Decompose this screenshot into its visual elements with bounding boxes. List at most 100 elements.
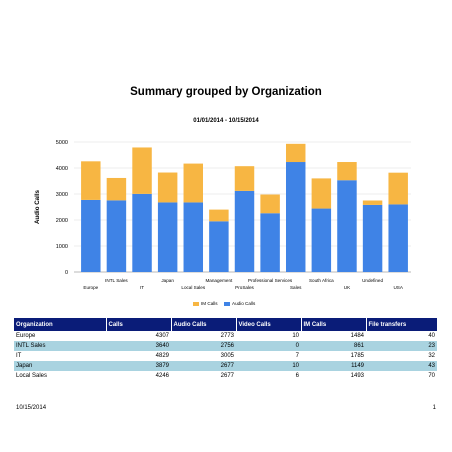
bar-audio-calls	[157, 202, 178, 272]
cell-organization: Europe	[16, 333, 36, 339]
column-header-calls[interactable]: Calls	[106, 318, 172, 331]
report-title: Summary grouped by Organization	[130, 86, 322, 98]
legend-item-audio-calls: Audio Calls	[224, 301, 255, 306]
table-row: Local Sales 4246 2677 6 1493 70	[14, 371, 437, 381]
table-row: INTL Sales 3640 2756 0 861 23	[14, 341, 437, 351]
bar-audio-calls	[106, 200, 127, 272]
bar-im-calls	[234, 166, 255, 191]
y-tick-label: 3000	[56, 192, 68, 198]
cell-audio-calls: 2677	[220, 373, 234, 379]
cell-calls: 3879	[106, 361, 171, 371]
x-tick-label: Sales	[290, 285, 302, 290]
y-tick-label: 1000	[56, 244, 68, 250]
bar-im-calls	[337, 162, 357, 181]
x-tick-label: Local Sales	[181, 285, 205, 290]
x-tick-label: Professional Services	[248, 278, 293, 283]
y-tick-label: 2000	[56, 218, 68, 224]
cell-file-transfers: 23	[366, 341, 437, 351]
cell-im-calls: 1484	[350, 333, 364, 339]
cell-audio-calls: 2756	[171, 341, 236, 351]
bar-audio-calls	[388, 204, 408, 272]
y-axis-label: Audio Calls	[34, 189, 41, 224]
x-tick-label: Japan	[161, 278, 174, 283]
column-header-im-calls[interactable]: IM Calls	[301, 318, 367, 331]
bar-audio-calls	[362, 204, 383, 272]
cell-video-calls: 10	[236, 361, 301, 371]
bar-audio-calls	[234, 190, 255, 272]
bar-im-calls	[260, 194, 280, 214]
bar-audio-calls	[260, 213, 280, 272]
cell-calls: 4829	[155, 353, 169, 359]
cell-video-calls: 0	[236, 341, 301, 351]
cell-audio-calls: 3005	[220, 353, 234, 359]
page-number: 1	[432, 405, 436, 411]
bar-im-calls	[183, 163, 204, 203]
cell-file-transfers: 40	[428, 333, 435, 339]
stacked-bar-chart: 0 1000 2000 3000 4000 5000 Audio Calls Europe IN…	[34, 140, 411, 290]
cell-audio-calls: 2773	[220, 333, 234, 339]
cell-organization: Japan	[14, 361, 106, 371]
cell-im-calls: 1785	[350, 353, 364, 359]
bar-im-calls	[285, 143, 306, 163]
cell-organization: INTL Sales	[14, 341, 106, 351]
x-tick-label: Undefined	[362, 278, 383, 283]
x-tick-label: Management	[205, 278, 233, 283]
column-header-file-transfers[interactable]: File transfers	[366, 318, 438, 331]
cell-video-calls: 10	[292, 333, 299, 339]
cell-im-calls: 1149	[301, 361, 366, 371]
cell-calls: 4246	[155, 373, 169, 379]
cell-file-transfers: 43	[366, 361, 437, 371]
table-row: Europe 4307 2773 10 1484 40	[14, 331, 437, 341]
bar-im-calls	[106, 177, 127, 201]
bar-im-calls	[311, 178, 332, 209]
legend-item-im-calls: IM Calls	[193, 301, 218, 306]
column-header-video-calls[interactable]: Video Calls	[236, 318, 302, 331]
cell-organization: Local Sales	[16, 373, 48, 379]
report-date-range: 01/01/2014 - 10/15/2014	[193, 118, 259, 124]
x-tick-label: USA	[393, 285, 403, 290]
cell-calls: 4307	[155, 333, 169, 339]
cell-organization: IT	[16, 353, 22, 359]
y-tick-label: 0	[65, 270, 68, 276]
column-header-organization[interactable]: Organization	[14, 318, 107, 331]
table-row: Japan 3879 2677 10 1149 43	[14, 361, 437, 371]
x-tick-label: South Africa	[309, 278, 334, 283]
column-header-audio-calls[interactable]: Audio Calls	[171, 318, 237, 331]
bar-im-calls	[362, 200, 383, 205]
cell-video-calls: 7	[295, 353, 299, 359]
y-tick-label: 4000	[56, 166, 68, 172]
cell-calls: 3640	[106, 341, 171, 351]
bar-im-calls	[132, 147, 152, 194]
summary-table: Organization Calls Audio Calls Video Cal…	[14, 318, 438, 381]
bar-audio-calls	[209, 221, 229, 272]
legend-label-im-calls: IM Calls	[201, 301, 218, 306]
cell-file-transfers: 32	[428, 353, 435, 359]
x-tick-label: INTL Sales	[105, 278, 128, 283]
bar-audio-calls	[337, 180, 357, 272]
cell-im-calls: 861	[301, 341, 366, 351]
cell-file-transfers: 70	[428, 373, 435, 379]
x-tick-label: Europe	[83, 285, 98, 290]
legend-label-audio-calls: Audio Calls	[232, 301, 256, 306]
table-header-row: Organization Calls Audio Calls Video Cal…	[14, 318, 438, 331]
x-tick-label: UK	[344, 285, 351, 290]
footer-date: 10/15/2014	[16, 405, 47, 411]
bar-im-calls	[157, 172, 178, 203]
table-row: IT 4829 3005 7 1785 32	[14, 351, 437, 361]
cell-video-calls: 6	[295, 373, 299, 379]
bar-audio-calls	[311, 208, 332, 272]
bar-im-calls	[209, 209, 229, 222]
legend-swatch-audio-calls	[224, 301, 230, 306]
bar-audio-calls	[285, 162, 306, 272]
x-tick-label: IT	[140, 285, 144, 290]
x-tick-label: ProSales	[235, 285, 254, 290]
cell-im-calls: 1493	[350, 373, 364, 379]
bar-audio-calls	[132, 193, 152, 272]
bar-audio-calls	[183, 202, 204, 272]
cell-audio-calls: 2677	[171, 361, 236, 371]
y-tick-label: 5000	[56, 140, 68, 146]
bar-im-calls	[388, 172, 408, 205]
bar-im-calls	[81, 161, 101, 200]
bar-audio-calls	[81, 199, 101, 272]
legend-swatch-im-calls	[193, 301, 199, 306]
